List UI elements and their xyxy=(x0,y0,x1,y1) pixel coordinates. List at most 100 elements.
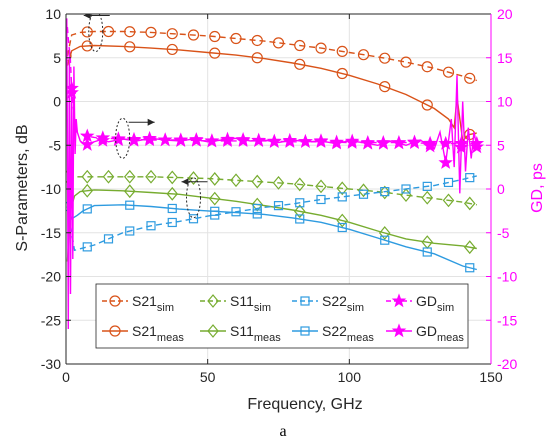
y2-tick-label: 10 xyxy=(497,94,513,110)
y-tick-label: 0 xyxy=(53,94,61,110)
marker-S21_meas xyxy=(336,67,348,80)
marker-GD_meas xyxy=(454,139,469,154)
marker-GD_meas xyxy=(282,132,298,147)
marker-S21_sim xyxy=(464,72,476,84)
marker-S11_sim xyxy=(102,169,115,184)
legend-label: S22sim xyxy=(322,293,364,314)
marker-S22_sim xyxy=(273,201,284,211)
y-tick-label: 5 xyxy=(53,50,61,66)
marker-GD_meas xyxy=(235,131,251,146)
y2-tick-label: 0 xyxy=(497,181,505,197)
marker-S21_sim xyxy=(379,52,391,64)
y2-tick-label: 5 xyxy=(497,137,505,153)
marker-GD_meas xyxy=(204,133,220,148)
x-tick-label: 150 xyxy=(479,369,503,385)
marker-GD_meas xyxy=(220,131,235,146)
marker-S21_meas xyxy=(421,99,433,111)
marker-GD_meas xyxy=(267,134,282,149)
legend-entry-S22_meas: S22meas xyxy=(292,323,374,344)
marker-S11_sim xyxy=(336,181,349,196)
marker-GD_meas xyxy=(157,132,173,147)
marker-S22_meas xyxy=(422,247,432,257)
legend-label: S11meas xyxy=(230,323,281,344)
marker-S21_sim xyxy=(251,34,263,47)
legend-label: GDsim xyxy=(416,293,454,314)
marker-S11_meas xyxy=(208,191,221,206)
marker-GD_meas xyxy=(438,155,453,169)
marker-S21_sim xyxy=(209,30,221,43)
marker-S22_sim xyxy=(401,184,411,194)
legend-marker-S11_meas xyxy=(207,324,219,338)
legend-label: S22meas xyxy=(322,323,374,344)
legend-label: S21meas xyxy=(132,323,184,344)
series-GD_meas xyxy=(66,18,485,330)
y-tick-label: -25 xyxy=(41,312,61,328)
marker-S22_sim xyxy=(422,181,432,191)
marker-S11_sim xyxy=(230,173,242,188)
marker-GD_meas xyxy=(391,135,407,150)
series-line-S11_meas xyxy=(66,189,477,262)
y2-tick-label: 15 xyxy=(497,50,513,66)
marker-S21_sim xyxy=(272,37,285,49)
marker-S21_meas xyxy=(166,43,178,56)
marker-S22_sim xyxy=(82,242,92,252)
legend-label: GDmeas xyxy=(416,323,464,344)
annotation-ellipse-arrow xyxy=(181,177,208,219)
marker-S22_meas xyxy=(465,263,475,273)
legend-entry-S11_sim: S11sim xyxy=(200,293,271,314)
legend-marker-S22_sim xyxy=(300,296,310,306)
legend-box xyxy=(95,283,469,349)
x-tick-label: 50 xyxy=(200,369,216,385)
y2-axis-label: GD, ps xyxy=(529,163,546,213)
marker-S11_sim xyxy=(81,169,94,184)
series-line-GD_sim xyxy=(66,27,477,145)
marker-S11_sim xyxy=(378,185,391,200)
y-tick-label: -30 xyxy=(41,356,61,372)
marker-S21_sim xyxy=(102,25,115,38)
marker-S22_meas xyxy=(380,235,390,245)
series-S21_sim xyxy=(66,25,478,84)
series-S22_meas xyxy=(66,200,477,273)
marker-S21_sim xyxy=(230,32,242,45)
x-axis-label: Frequency, GHz xyxy=(247,396,362,413)
series-line-S21_sim xyxy=(66,30,478,82)
y-tick-label: -10 xyxy=(41,181,61,197)
marker-GD_meas xyxy=(360,135,375,150)
legend-label: S21sim xyxy=(132,293,174,314)
axes: 0 50 100 150-30-25-20-15-10-50510-20-15-10-… xyxy=(41,6,518,385)
marker-S11_meas xyxy=(378,226,391,240)
marker-S11_meas xyxy=(336,213,349,228)
marker-S11_meas xyxy=(293,204,306,219)
marker-S11_sim xyxy=(251,174,264,189)
y-tick-label: -20 xyxy=(41,269,61,285)
y2-tick-label: -5 xyxy=(497,225,510,241)
legend-entry-S11_meas: S11meas xyxy=(200,323,281,344)
marker-S11_sim xyxy=(145,169,157,184)
marker-S11_sim xyxy=(166,170,179,185)
legend-entry-S22_sim: S22sim xyxy=(292,293,364,314)
marker-S22_sim xyxy=(295,198,305,208)
marker-S11_sim xyxy=(421,190,434,205)
marker-S21_sim xyxy=(66,50,72,62)
marker-S22_meas xyxy=(82,204,92,214)
series-S22_sim xyxy=(66,173,477,252)
marker-GD_meas xyxy=(66,85,79,99)
plot-area xyxy=(66,14,485,330)
legend-marker-S11_sim xyxy=(207,294,219,308)
marker-S22_sim xyxy=(103,234,114,244)
series-line-S22_meas xyxy=(66,202,477,271)
marker-S21_sim xyxy=(81,26,93,38)
annotation-ellipse-arrow xyxy=(115,117,155,159)
x-tick-label: 100 xyxy=(338,369,362,385)
marker-S11_sim xyxy=(208,172,221,186)
marker-S22_sim xyxy=(188,214,199,224)
marker-S21_meas xyxy=(209,47,221,59)
marker-S11_sim xyxy=(123,169,136,184)
legend-entry-GD_sim: GDsim xyxy=(386,293,454,314)
marker-GD_meas xyxy=(173,133,189,147)
marker-S11_sim xyxy=(442,193,455,208)
legend-marker-GD_sim xyxy=(391,293,407,308)
marker-S21_sim xyxy=(400,56,412,68)
figure-caption: a xyxy=(279,423,286,440)
